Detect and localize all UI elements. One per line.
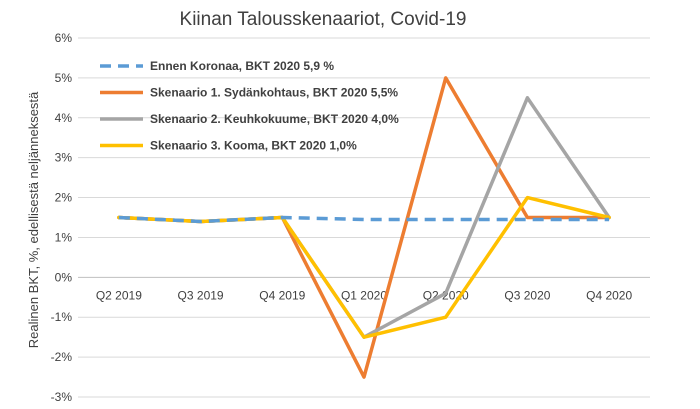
series-line-0 — [118, 215, 610, 224]
series-lines — [117, 76, 611, 379]
y-tick-label: 3% — [55, 151, 73, 165]
y-tick-label: -2% — [51, 350, 73, 364]
chart-title: Kiinan Talousskenaariot, Covid-19 — [180, 9, 467, 30]
legend: Ennen Koronaa, BKT 2020 5,9 % Skenaario 1… — [100, 59, 399, 153]
legend-label: Ennen Koronaa, BKT 2020 5,9 % — [150, 59, 334, 73]
gridlines — [78, 37, 650, 398]
legend-label: Skenaario 1. Sydänkohtaus, BKT 2020 5,5% — [150, 86, 398, 100]
x-tick-label: Q4 2020 — [586, 288, 632, 302]
x-tick-label: Q4 2019 — [259, 288, 305, 302]
y-axis-ticks: -3% -2% -1% 0% 1% 2% 3% 4% 5% 6% — [51, 31, 73, 404]
y-axis-label: Realinen BKT, %, edellisestä neljännekse… — [26, 91, 41, 348]
y-tick-label: 1% — [55, 230, 73, 244]
x-tick-label: Q1 2020 — [341, 288, 387, 302]
y-tick-label: -3% — [51, 390, 73, 404]
legend-label: Skenaario 3. Kooma, BKT 2020 1,0% — [150, 139, 357, 153]
legend-label: Skenaario 2. Keuhkokuume, BKT 2020 4,0% — [150, 112, 399, 126]
x-tick-label: Q3 2020 — [504, 288, 550, 302]
y-tick-label: 5% — [55, 71, 73, 85]
y-tick-label: -1% — [51, 310, 73, 324]
y-tick-label: 2% — [55, 191, 73, 205]
x-axis-ticks: Q2 2019 Q3 2019 Q4 2019 Q1 2020 Q2 2020 Q3 20… — [96, 288, 633, 302]
x-tick-label: Q3 2019 — [178, 288, 224, 302]
y-tick-label: 4% — [55, 111, 73, 125]
y-tick-label: 0% — [55, 270, 73, 284]
x-tick-label: Q2 2019 — [96, 288, 142, 302]
y-tick-label: 6% — [55, 31, 73, 45]
